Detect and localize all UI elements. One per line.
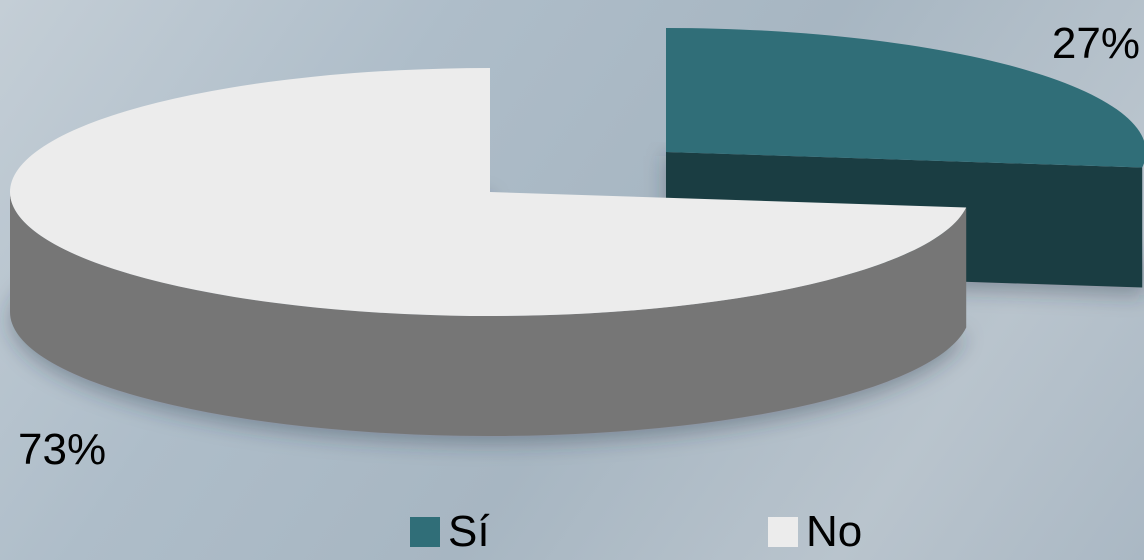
legend-item-no: No [768, 504, 862, 560]
pie-side-no [10, 192, 967, 436]
pie-top-si [666, 28, 1144, 168]
chart-legend: Sí No [0, 504, 1144, 560]
data-label-no: 73% [18, 425, 107, 474]
pie-top-no [10, 68, 967, 317]
legend-swatch-no [768, 517, 798, 547]
legend-label-no: No [806, 507, 863, 556]
pie-chart [10, 28, 1144, 444]
legend-label-si: Sí [448, 507, 490, 556]
pie-slice-no [10, 68, 967, 436]
data-label-si: 27% [1051, 19, 1140, 68]
legend-item-si: Sí [410, 504, 490, 560]
legend-swatch-si [410, 517, 440, 547]
